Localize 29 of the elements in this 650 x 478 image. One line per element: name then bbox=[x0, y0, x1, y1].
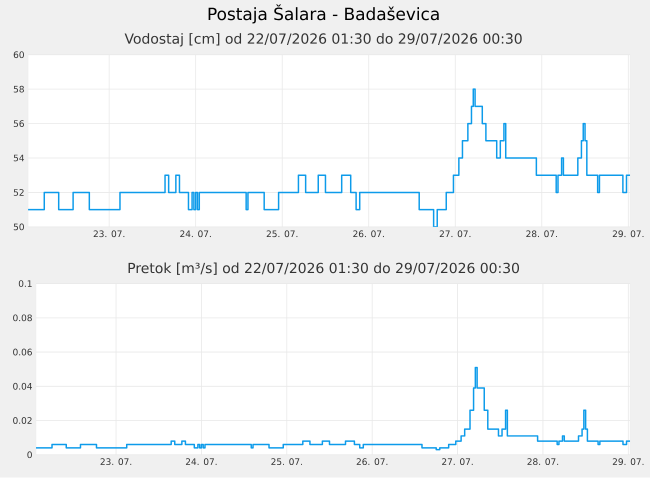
x-tick-label: 28. 07. bbox=[526, 230, 557, 238]
chart-title: Pretok [m³/s] od 22/07/2026 01:30 do 29/07/2026 00:30 bbox=[128, 262, 520, 276]
x-tick-label: 28. 07. bbox=[527, 458, 558, 466]
y-tick-label: 0 bbox=[27, 452, 32, 458]
y-tick-label: 50 bbox=[14, 224, 24, 230]
x-tick-label: 27. 07. bbox=[440, 230, 470, 238]
x-tick-label: 23. 07. bbox=[94, 230, 124, 238]
y-tick-label: 54 bbox=[14, 154, 24, 162]
x-tick-label: 24. 07. bbox=[180, 230, 211, 238]
x-tick-label: 24. 07. bbox=[186, 458, 217, 466]
x-tick-label: 26. 07. bbox=[353, 230, 384, 238]
x-tick-label: 23. 07. bbox=[100, 458, 132, 466]
y-tick-label: 60 bbox=[14, 52, 24, 58]
y-tick-label: 58 bbox=[14, 86, 24, 93]
x-tick-label: 29. 07. bbox=[612, 230, 644, 238]
y-tick-label: 56 bbox=[14, 120, 24, 128]
y-tick-label: 0.04 bbox=[13, 383, 32, 390]
y-tick-label: 0.02 bbox=[13, 417, 32, 424]
chart-subtitle: Vodostaj [cm] od 22/07/2026 01:30 do 29/07/2026 00:30 bbox=[124, 33, 522, 47]
x-tick-label: 29. 07. bbox=[612, 458, 644, 466]
y-tick-label: 0.06 bbox=[13, 348, 32, 356]
chart-title: Postaja Šalara - Badaševica bbox=[208, 4, 439, 24]
y-tick-label: 0.08 bbox=[13, 314, 32, 322]
x-tick-label: 26. 07. bbox=[356, 458, 388, 466]
x-tick-label: 25. 07. bbox=[271, 458, 302, 466]
y-tick-label: 0.1 bbox=[18, 280, 32, 288]
x-tick-label: 27. 07. bbox=[442, 458, 473, 466]
y-tick-label: 52 bbox=[14, 189, 24, 196]
x-tick-label: 25. 07. bbox=[266, 230, 298, 238]
